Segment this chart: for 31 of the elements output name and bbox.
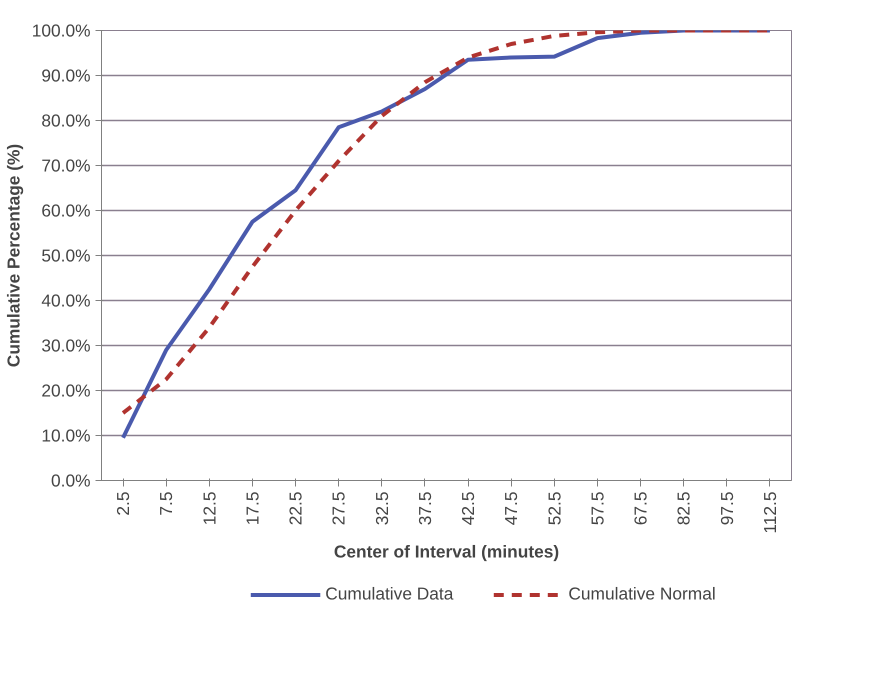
- x-tick-label: 97.5: [716, 491, 737, 526]
- y-tick-label: 40.0%: [41, 290, 91, 310]
- x-tick-label: 42.5: [458, 491, 478, 526]
- y-tick-label: 100.0%: [32, 20, 91, 40]
- x-axis-title: Center of Interval (minutes): [334, 542, 560, 562]
- y-tick-label: 30.0%: [41, 336, 91, 356]
- x-tick-label: 12.5: [199, 491, 220, 526]
- x-tick-label: 27.5: [328, 491, 349, 526]
- x-tick-label: 17.5: [242, 491, 262, 526]
- y-axis-title: Cumulative Percentage (%): [4, 144, 24, 368]
- x-tick-label: 52.5: [544, 491, 564, 526]
- y-tick-label: 20.0%: [41, 380, 91, 400]
- x-tick-label: 2.5: [113, 491, 134, 516]
- x-tick-label: 112.5: [760, 492, 780, 534]
- legend-label: Cumulative Data: [325, 584, 454, 604]
- y-tick-label: 10.0%: [41, 426, 91, 446]
- x-tick-label: 57.5: [587, 491, 608, 526]
- y-tick-label: 90.0%: [41, 66, 91, 86]
- x-tick-label: 22.5: [286, 491, 306, 526]
- y-tick-label: 80.0%: [41, 110, 91, 130]
- y-tick-label: 0.0%: [51, 470, 91, 490]
- legend-label: Cumulative Normal: [568, 584, 716, 604]
- x-tick-label: 7.5: [156, 491, 176, 516]
- x-tick-label: 47.5: [501, 491, 522, 526]
- y-tick-label: 60.0%: [41, 200, 91, 220]
- x-tick-label: 32.5: [372, 491, 392, 526]
- x-tick-label: 67.5: [630, 491, 651, 526]
- x-tick-label: 37.5: [414, 491, 435, 526]
- y-tick-label: 50.0%: [41, 246, 91, 266]
- x-tick-label: 82.5: [674, 491, 694, 526]
- y-tick-label: 70.0%: [41, 156, 91, 176]
